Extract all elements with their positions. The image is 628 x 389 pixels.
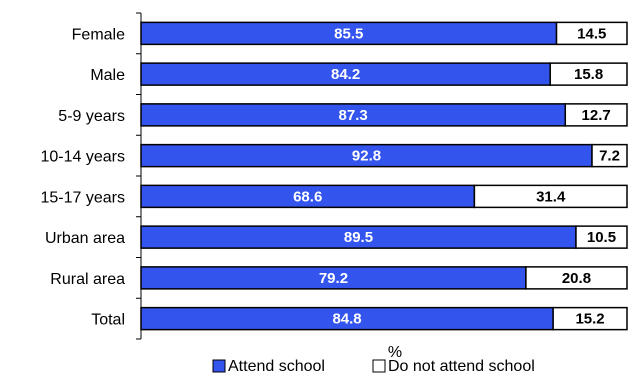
bar-not-attend-school — [555, 21, 628, 46]
data-label-not-attend-school: 12.7 — [582, 107, 611, 124]
x-axis-label: % — [388, 344, 402, 361]
data-label-not-attend-school: 15.2 — [575, 311, 604, 328]
data-label-attend-school: 92.8 — [352, 148, 381, 165]
data-label-not-attend-school: 20.8 — [562, 270, 591, 287]
data-label-not-attend-school: 14.5 — [577, 25, 606, 42]
bar-not-attend-school — [552, 306, 628, 331]
category-labels: Female Male 5-9 years 10-14 years 15-17 year… — [41, 26, 126, 328]
data-label-not-attend-school: 7.2 — [599, 148, 620, 165]
legend-swatch-not-attend-school — [372, 359, 386, 373]
category-label: 10-14 years — [41, 149, 126, 166]
data-label-attend-school: 79.2 — [319, 270, 348, 287]
data-label-not-attend-school: 10.5 — [587, 229, 616, 246]
category-label: 5-9 years — [58, 108, 125, 125]
category-label: Total — [91, 312, 125, 329]
category-label: Rural area — [50, 271, 125, 288]
category-label: Urban area — [45, 230, 125, 247]
legend-swatch-attend-school — [212, 359, 226, 373]
bar-not-attend-school — [525, 266, 628, 290]
data-label-not-attend-school: 31.4 — [536, 188, 566, 205]
legend: Attend school Do not attend school — [212, 358, 535, 375]
data-label-attend-school: 85.5 — [334, 25, 363, 42]
data-label-not-attend-school: 15.8 — [574, 66, 603, 83]
legend-label-attend-school: Attend school — [228, 358, 325, 375]
y-axis — [136, 12, 142, 340]
data-label-attend-school: 84.2 — [331, 66, 360, 83]
bar-not-attend-school — [549, 62, 628, 86]
data-label-attend-school: 87.3 — [339, 107, 368, 124]
category-label: Male — [90, 67, 125, 84]
bar-not-attend-school — [591, 143, 628, 168]
category-label: 15-17 years — [41, 189, 126, 206]
bars: 85.5 14.5 84.2 15.8 87.3 12.7 92.8 7.2 68.6 31.4 8… — [140, 21, 628, 331]
data-label-attend-school: 68.6 — [293, 188, 322, 205]
data-label-attend-school: 84.8 — [332, 311, 361, 328]
category-label: Female — [72, 26, 125, 43]
bar-not-attend-school — [564, 103, 628, 127]
bar-not-attend-school — [473, 184, 628, 209]
data-label-attend-school: 89.5 — [344, 229, 373, 246]
bar-not-attend-school — [575, 225, 628, 249]
legend-label-not-attend-school: Do not attend school — [388, 358, 535, 375]
